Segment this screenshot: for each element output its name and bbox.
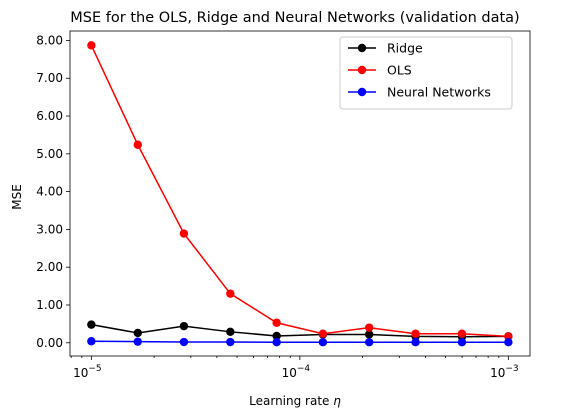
series-line-1 (90, 45, 509, 338)
data-point (226, 327, 235, 337)
chart-title: MSE for the OLS, Ridge and Neural Networ… (70, 10, 519, 26)
legend-marker (357, 43, 367, 53)
data-point (364, 338, 374, 347)
data-point (179, 229, 189, 238)
legend-box (339, 36, 513, 110)
x-axis-label: Learning rate η (249, 394, 341, 408)
x-tick-label: 10−3 (490, 364, 519, 380)
data-point (133, 140, 142, 149)
y-tick-label: 1.00 (36, 298, 63, 312)
data-point (272, 338, 281, 347)
y-axis-label: MSE (10, 184, 24, 210)
series-line-0 (91, 323, 509, 338)
data-point (272, 318, 281, 327)
series-line-2 (91, 340, 509, 343)
data-point (179, 321, 189, 331)
data-point (457, 329, 467, 338)
data-point (318, 338, 328, 347)
data-point (226, 337, 235, 347)
data-point (411, 329, 420, 338)
y-tick-label: 7.00 (36, 71, 63, 85)
x-tick-label: 10−4 (282, 364, 311, 380)
data-point (179, 337, 189, 347)
plot-frame (69, 30, 531, 357)
data-point (457, 338, 467, 347)
y-tick-label: 8.00 (36, 33, 63, 47)
y-tick-label: 0.00 (36, 336, 63, 350)
y-tick-label: 2.00 (36, 260, 63, 274)
legend-marker (357, 65, 367, 75)
data-point (133, 328, 142, 338)
data-point (133, 337, 142, 346)
data-point (364, 330, 374, 339)
legend-label: Neural Networks (387, 85, 491, 100)
data-point (504, 332, 513, 341)
data-point (87, 320, 96, 329)
y-tick-label: 6.00 (36, 109, 63, 123)
data-point (411, 338, 420, 347)
data-point (318, 329, 328, 338)
axes: 10−5 10−4 10−3 0.00 1.00 2.00 3.00 4.00 5.00 6.00… (36, 30, 531, 380)
y-tick-label: 3.00 (36, 222, 63, 236)
data-point (504, 338, 513, 347)
data-point (87, 41, 96, 50)
data-point (87, 337, 96, 346)
legend: Ridge OLS Neural Networks (339, 36, 513, 110)
x-tick-label: 10−5 (73, 364, 102, 380)
data-point (226, 289, 235, 298)
legend-label: Ridge (387, 41, 423, 56)
data-point (364, 323, 374, 332)
legend-label: OLS (387, 63, 412, 78)
y-tick-label: 4.00 (36, 185, 63, 199)
legend-marker (357, 87, 367, 97)
data-point (272, 331, 281, 341)
y-tick-label: 5.00 (36, 147, 63, 161)
series-layer (87, 41, 513, 347)
